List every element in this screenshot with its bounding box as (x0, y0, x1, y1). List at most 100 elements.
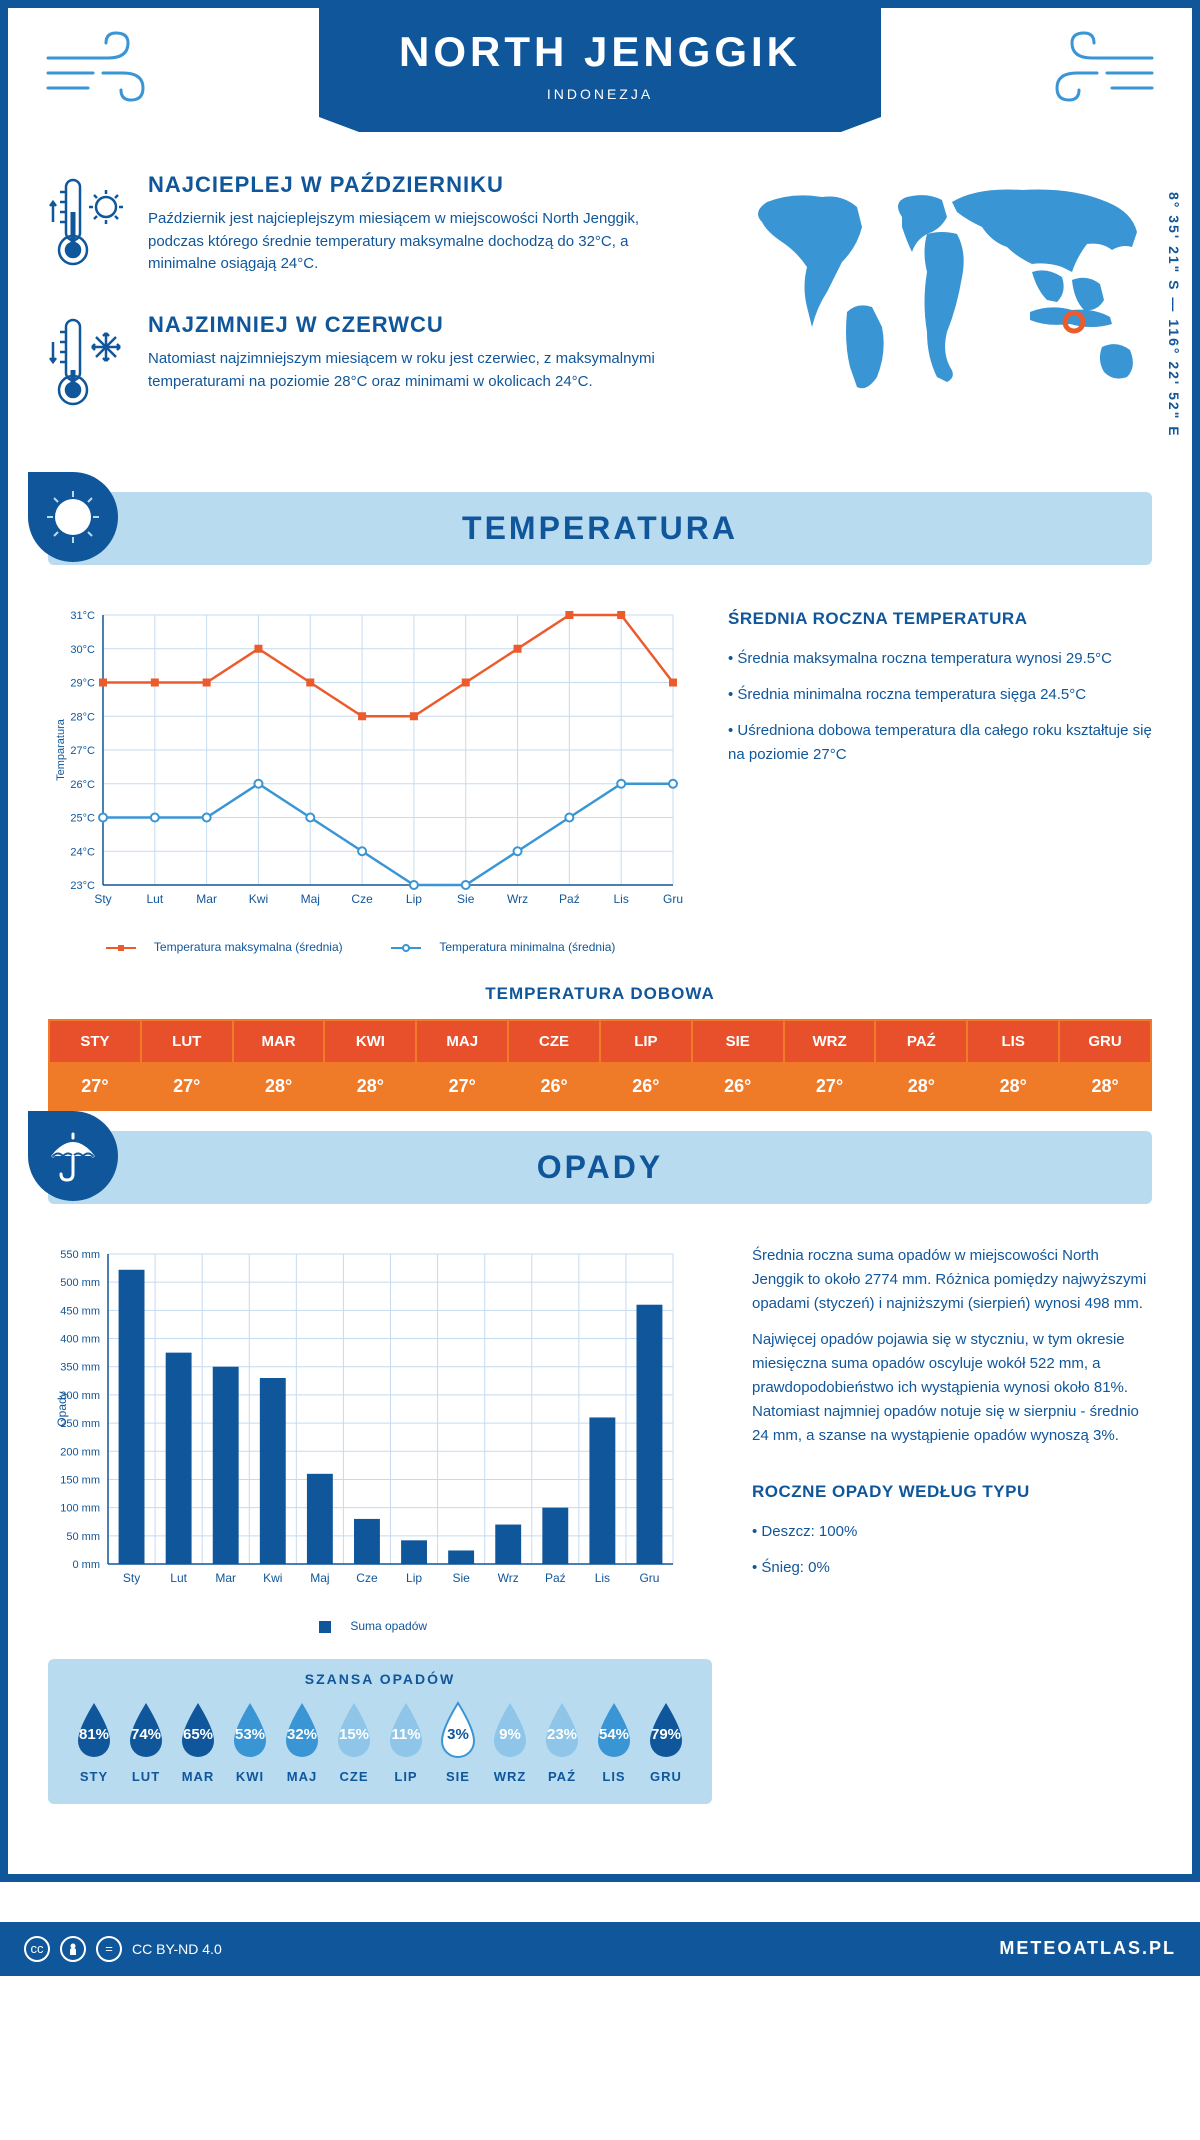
svg-text:28°C: 28°C (70, 711, 95, 723)
table-header: CZE (509, 1021, 599, 1062)
temp-fact-1: Średnia maksymalna roczna temperatura wy… (728, 647, 1152, 671)
precip-chance-item: 53% KWI (224, 1699, 276, 1784)
svg-text:Lut: Lut (146, 892, 163, 906)
drop-icon: 23% (536, 1699, 588, 1763)
svg-text:Kwi: Kwi (249, 892, 268, 906)
thermometer-snow-icon (48, 312, 128, 417)
table-header: WRZ (785, 1021, 875, 1062)
svg-text:Kwi: Kwi (263, 1571, 282, 1585)
temp-fact-2: Średnia minimalna roczna temperatura się… (728, 683, 1152, 707)
svg-text:Opady: Opady (55, 1391, 69, 1426)
precip-chance-item: 15% CZE (328, 1699, 380, 1784)
table-header: LUT (142, 1021, 232, 1062)
temp-summary-heading: ŚREDNIA ROCZNA TEMPERATURA (728, 605, 1152, 632)
table-header: KWI (325, 1021, 415, 1062)
svg-text:Lis: Lis (614, 892, 629, 906)
precip-chance-item: 54% LIS (588, 1699, 640, 1784)
svg-text:Cze: Cze (356, 1571, 378, 1585)
warmest-text: Październik jest najcieplejszym miesiące… (148, 208, 692, 276)
svg-text:Gru: Gru (639, 1571, 659, 1585)
precip-chance-item: 9% WRZ (484, 1699, 536, 1784)
coldest-fact: NAJZIMNIEJ W CZERWCU Natomiast najzimnie… (48, 312, 692, 417)
svg-text:Sty: Sty (94, 892, 111, 906)
table-header: PAŹ (876, 1021, 966, 1062)
svg-text:Lip: Lip (406, 1571, 422, 1585)
svg-text:400 mm: 400 mm (60, 1334, 100, 1346)
table-header: SIE (693, 1021, 783, 1062)
sun-icon (28, 472, 118, 562)
drop-icon: 9% (484, 1699, 536, 1763)
svg-text:350 mm: 350 mm (60, 1362, 100, 1374)
wind-icon (1042, 28, 1162, 123)
snow-pct: Śnieg: 0% (752, 1556, 1152, 1580)
svg-text:Paź: Paź (559, 892, 580, 906)
table-header: MAR (234, 1021, 324, 1062)
table-header: GRU (1060, 1021, 1150, 1062)
precip-type-heading: ROCZNE OPADY WEDŁUG TYPU (752, 1478, 1152, 1505)
svg-text:450 mm: 450 mm (60, 1305, 100, 1317)
precip-chance-title: SZANSA OPADÓW (68, 1671, 692, 1687)
svg-text:23°C: 23°C (70, 880, 95, 892)
cc-by-icon (60, 1936, 86, 1962)
table-header: LIS (968, 1021, 1058, 1062)
drop-icon: 79% (640, 1699, 692, 1763)
page-footer: cc = CC BY-ND 4.0 METEOATLAS.PL (0, 1922, 1200, 1976)
rain-pct: Deszcz: 100% (752, 1520, 1152, 1544)
svg-text:27°C: 27°C (70, 745, 95, 757)
temp-chart-legend: Temperatura maksymalna (średnia) Tempera… (48, 940, 688, 954)
warmest-fact: NAJCIEPLEJ W PAŹDZIERNIKU Październik je… (48, 172, 692, 277)
svg-text:Sty: Sty (123, 1571, 140, 1585)
svg-text:29°C: 29°C (70, 678, 95, 690)
table-header: LIP (601, 1021, 691, 1062)
svg-text:Wrz: Wrz (498, 1571, 519, 1585)
precipitation-chart: 0 mm50 mm100 mm150 mm200 mm250 mm300 mm3… (48, 1244, 712, 1804)
drop-icon: 53% (224, 1699, 276, 1763)
precip-chart-legend: Suma opadów (48, 1619, 712, 1634)
table-cell: 26° (509, 1064, 599, 1109)
title-banner: NORTH JENGGIK INDONEZJA (319, 8, 881, 132)
table-header: MAJ (417, 1021, 507, 1062)
svg-text:500 mm: 500 mm (60, 1277, 100, 1289)
svg-text:Wrz: Wrz (507, 892, 528, 906)
svg-text:100 mm: 100 mm (60, 1503, 100, 1515)
drop-icon: 3% (432, 1699, 484, 1763)
svg-text:550 mm: 550 mm (60, 1249, 100, 1261)
country-subtitle: INDONEZJA (399, 86, 801, 102)
svg-text:Gru: Gru (663, 892, 683, 906)
svg-text:Mar: Mar (215, 1571, 236, 1585)
table-cell: 27° (142, 1064, 232, 1109)
svg-text:Paź: Paź (545, 1571, 566, 1585)
cc-nd-icon: = (96, 1936, 122, 1962)
drop-icon: 15% (328, 1699, 380, 1763)
table-cell: 28° (234, 1064, 324, 1109)
svg-text:Lis: Lis (595, 1571, 610, 1585)
table-cell: 28° (325, 1064, 415, 1109)
site-name: METEOATLAS.PL (999, 1938, 1176, 1959)
daily-temp-table: STYLUTMARKWIMAJCZELIPSIEWRZPAŹLISGRU 27°… (48, 1019, 1152, 1111)
precip-chance-item: 11% LIP (380, 1699, 432, 1784)
precip-para-1: Średnia roczna suma opadów w miejscowośc… (752, 1244, 1152, 1316)
table-cell: 28° (1060, 1064, 1150, 1109)
thermometer-sun-icon (48, 172, 128, 277)
precip-section-title: OPADY (48, 1149, 1152, 1186)
svg-text:Lip: Lip (406, 892, 422, 906)
svg-text:26°C: 26°C (70, 779, 95, 791)
svg-text:25°C: 25°C (70, 813, 95, 825)
temperature-chart: 23°C24°C25°C26°C27°C28°C29°C30°C31°CStyL… (48, 605, 688, 954)
precip-chance-item: 32% MAJ (276, 1699, 328, 1784)
page-header: NORTH JENGGIK INDONEZJA (48, 8, 1152, 132)
world-map: 8° 35' 21" S — 116° 22' 52" E (732, 172, 1152, 452)
svg-text:24°C: 24°C (70, 846, 95, 858)
precip-chance-item: 74% LUT (120, 1699, 172, 1784)
license-text: CC BY-ND 4.0 (132, 1941, 222, 1957)
drop-icon: 32% (276, 1699, 328, 1763)
temp-section-title: TEMPERATURA (48, 510, 1152, 547)
table-cell: 27° (417, 1064, 507, 1109)
table-cell: 28° (876, 1064, 966, 1109)
svg-text:Lut: Lut (170, 1571, 187, 1585)
drop-icon: 11% (380, 1699, 432, 1763)
coordinates: 8° 35' 21" S — 116° 22' 52" E (1166, 192, 1182, 438)
drop-icon: 74% (120, 1699, 172, 1763)
coldest-title: NAJZIMNIEJ W CZERWCU (148, 312, 692, 338)
location-title: NORTH JENGGIK (399, 28, 801, 76)
